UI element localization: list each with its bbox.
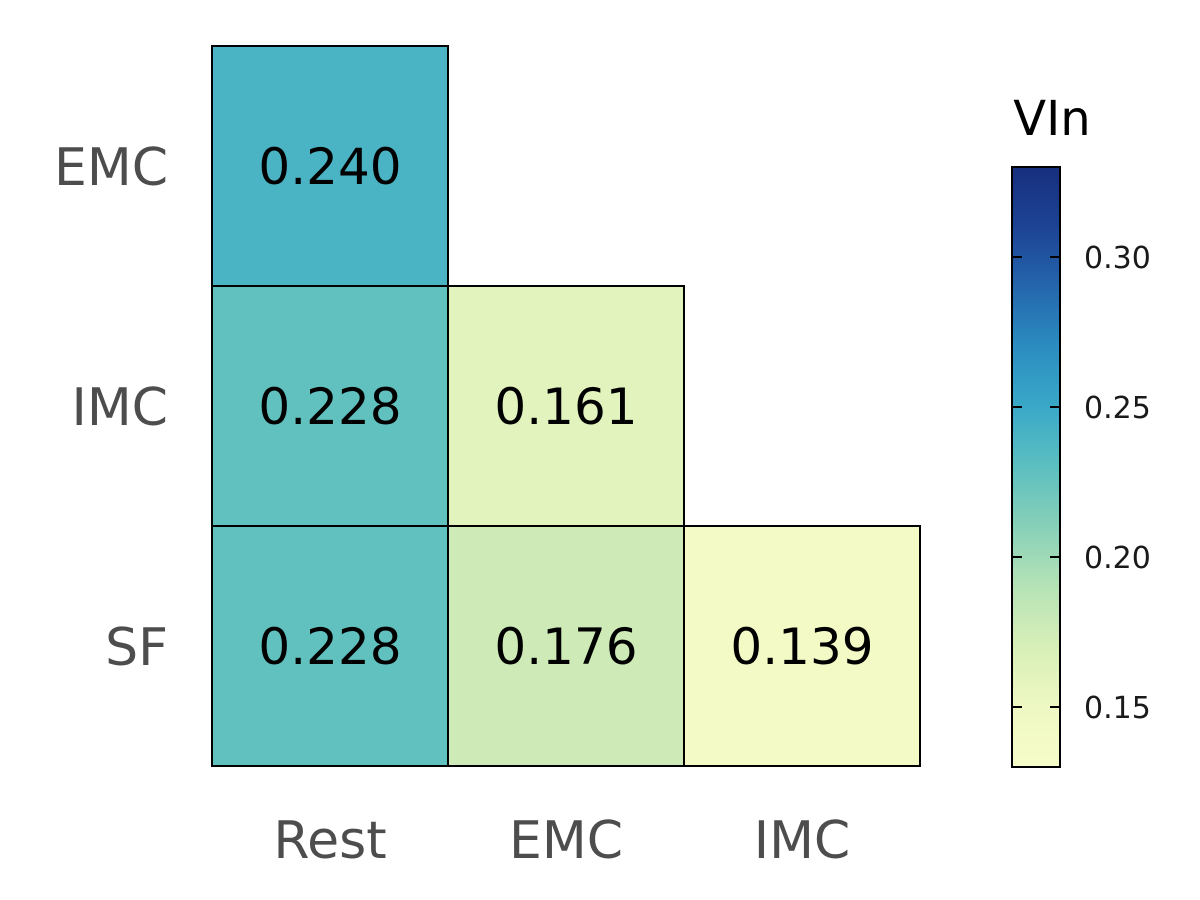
heatmap-cell-sf-imc: [683, 525, 921, 767]
colorbar: VIn 0.15 0.20 0.25 0.30: [1011, 91, 1151, 768]
cell-value-label-emc-rest: 0.240: [258, 138, 401, 196]
x-tick-label-rest: Rest: [273, 811, 386, 871]
cell-value-label-sf-rest: 0.228: [258, 618, 401, 676]
x-tick-label-imc: IMC: [754, 811, 851, 871]
cell-value-label-imc-rest: 0.228: [258, 378, 401, 436]
y-tick-label-imc: IMC: [71, 378, 168, 438]
heatmap-cell-imc-rest: [211, 285, 449, 527]
cell-value-label-sf-emc: 0.176: [494, 618, 637, 676]
colorbar-tick-label-3: 0.30: [1084, 241, 1151, 276]
y-axis-tick-labels: EMC IMC SF: [54, 138, 168, 678]
heatmap-cell-imc-emc: [447, 285, 685, 527]
colorbar-tick-label-2: 0.25: [1084, 391, 1151, 426]
heatmap-cell-labels: 0.240 0.228 0.161 0.228 0.176 0.139: [258, 138, 873, 676]
cell-value-label-imc-emc: 0.161: [494, 378, 637, 436]
x-axis-tick-labels: Rest EMC IMC: [273, 811, 850, 871]
y-tick-label-sf: SF: [105, 618, 168, 678]
cell-value-label-sf-imc: 0.139: [730, 618, 873, 676]
colorbar-tick-label-1: 0.20: [1084, 541, 1151, 576]
colorbar-gradient: [1011, 166, 1061, 768]
y-tick-label-emc: EMC: [54, 138, 168, 198]
colorbar-title: VIn: [1013, 91, 1090, 147]
heatmap-cell-sf-rest: [211, 525, 449, 767]
heatmap-cell-sf-emc: [447, 525, 685, 767]
heatmap-cells: [211, 45, 921, 767]
heatmap-cell-emc-rest: [211, 45, 449, 287]
x-tick-label-emc: EMC: [509, 811, 623, 871]
colorbar-tick-label-0: 0.15: [1084, 691, 1151, 726]
